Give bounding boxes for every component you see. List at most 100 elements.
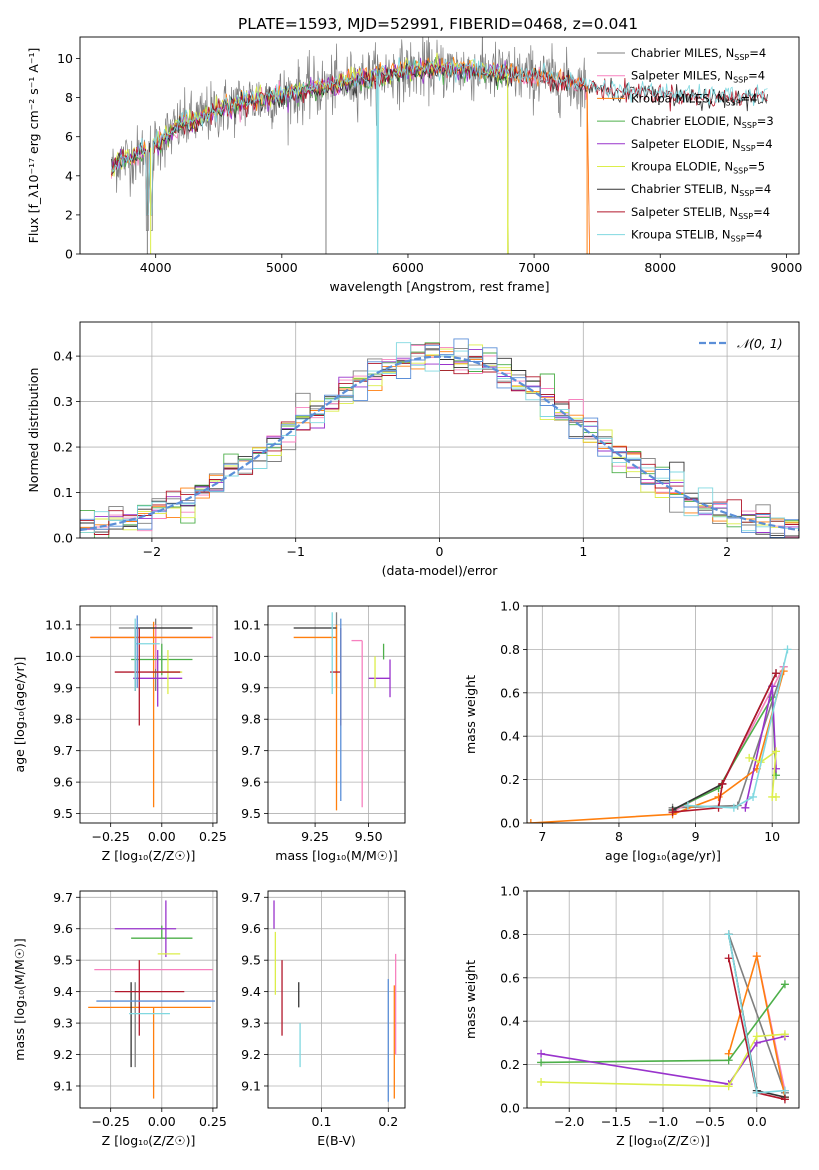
- plot-area: [537, 930, 789, 1104]
- y-tick-label: 9.7: [241, 890, 261, 905]
- legend-entry: Kroupa ELODIE, NSSP=5: [631, 160, 765, 176]
- legend-entry: Kroupa STELIB, NSSP=4: [631, 228, 762, 244]
- y-tick-label: 0.0: [500, 816, 520, 831]
- legend-entry: Chabrier ELODIE, NSSP=3: [631, 114, 774, 130]
- plot-area: [111, 37, 768, 254]
- x-tick-label: −1.0: [648, 1114, 678, 1129]
- y-tick-label: 4: [65, 168, 73, 183]
- panel-weight_vs_Z: −2.0 −1.5 −1.0 −0.5 0.0 0.0 0.2 0.4 0.6 0.8 1.0 Z […: [463, 884, 800, 1148]
- y-tick-label: 10: [57, 51, 73, 66]
- y-tick-label: 9.6: [53, 775, 73, 790]
- weight-line: [687, 649, 789, 809]
- weight-marker: [683, 801, 692, 810]
- weight-marker: [714, 792, 723, 801]
- x-tick-label: 0.0: [747, 1114, 767, 1129]
- axes-frame: [526, 605, 800, 824]
- y-tick-label: 10.0: [45, 649, 73, 664]
- y-axis-label: age [log₁₀(age/yr)]: [12, 657, 27, 773]
- x-axis-label: E(B-V): [317, 1133, 356, 1148]
- legend-entry: 𝒩(0, 1): [737, 336, 783, 351]
- y-tick-label: 0.4: [500, 1014, 520, 1029]
- y-tick-label: 9.2: [53, 1047, 73, 1062]
- y-tick-label: 9.5: [53, 806, 73, 821]
- x-tick-label: 1: [579, 544, 587, 559]
- y-tick-label: 0.6: [500, 685, 520, 700]
- x-tick-label: 7: [538, 829, 546, 844]
- x-tick-label: 2: [723, 544, 731, 559]
- weight-marker: [724, 930, 733, 939]
- weight-line: [727, 934, 786, 1094]
- x-tick-label: 0: [436, 544, 444, 559]
- legend-entry: Kroupa MILES, NSSP=4: [631, 91, 757, 107]
- weight-marker: [724, 954, 733, 963]
- panel-weight_vs_age: 7 8 9 10 0.0 0.2 0.4 0.6 0.8 1.0 age [log₁₀(age/yr…: [463, 599, 800, 863]
- y-tick-label: 9.2: [241, 1047, 261, 1062]
- weight-line: [672, 672, 777, 813]
- axes-frame: [79, 605, 218, 824]
- weight-marker: [724, 1056, 733, 1065]
- y-tick-label: 0.1: [53, 485, 73, 500]
- x-tick-label: −1: [286, 544, 304, 559]
- weight-marker: [780, 1086, 789, 1095]
- plot-area: [273, 900, 397, 1102]
- y-tick-label: 9.1: [241, 1078, 261, 1093]
- x-tick-label: 0.25: [199, 1114, 227, 1129]
- plot-area: [88, 900, 215, 1099]
- y-tick-label: 10.1: [45, 617, 73, 632]
- y-tick-label: 9.3: [53, 1016, 73, 1031]
- y-tick-label: 9.4: [241, 984, 261, 999]
- weight-marker: [752, 1088, 761, 1097]
- y-tick-label: 9.5: [241, 806, 261, 821]
- legend-entry: Chabrier MILES, NSSP=4: [631, 46, 766, 62]
- y-tick-label: 9.6: [241, 921, 261, 936]
- y-tick-label: 8: [65, 90, 73, 105]
- normal-curve: [80, 355, 799, 532]
- x-tick-label: 9.50: [355, 829, 383, 844]
- legend-entry: Salpeter STELIB, NSSP=4: [631, 205, 770, 221]
- y-tick-label: 0.2: [500, 772, 520, 787]
- y-tick-label: 9.9: [241, 680, 261, 695]
- plot-area: [527, 645, 792, 823]
- weight-marker: [537, 1077, 546, 1086]
- axes-frame: [267, 890, 406, 1109]
- y-tick-label: 9.4: [53, 984, 73, 999]
- x-tick-label: 0.25: [199, 829, 227, 844]
- weight-line: [540, 1035, 786, 1085]
- x-tick-label: 9: [692, 829, 700, 844]
- weight-marker: [772, 747, 781, 756]
- plot-area: [293, 612, 391, 811]
- y-axis-label: Normed distribution: [26, 368, 41, 493]
- x-tick-label: 5000: [266, 260, 298, 275]
- x-tick-label: 9.25: [301, 829, 329, 844]
- y-tick-label: 9.8: [53, 712, 73, 727]
- y-tick-label: 9.6: [53, 921, 73, 936]
- weight-marker: [752, 1032, 761, 1041]
- y-tick-label: 0.0: [53, 531, 73, 546]
- y-tick-label: 0: [65, 247, 73, 262]
- weight-marker: [772, 764, 781, 773]
- weight-marker: [780, 1095, 789, 1104]
- weight-marker: [745, 753, 754, 762]
- y-tick-label: 9.7: [53, 890, 73, 905]
- y-tick-label: 0.4: [53, 349, 73, 364]
- weight-marker: [780, 980, 789, 989]
- y-tick-label: 0.2: [53, 440, 73, 455]
- x-tick-label: 0.2: [378, 1114, 398, 1129]
- y-tick-label: 9.5: [241, 953, 261, 968]
- panel-mass_vs_Z: −0.25 0.00 0.25 9.1 9.2 9.3 9.4 9.5 9.6 9.7 Z [log…: [12, 890, 227, 1148]
- weight-marker: [772, 669, 781, 678]
- y-tick-label: 10.1: [233, 617, 261, 632]
- axes-frame: [267, 605, 406, 824]
- weight-marker: [729, 803, 738, 812]
- x-axis-label: Z [log₁₀(Z/Z☉)]: [616, 1133, 710, 1148]
- panel-age_vs_Z: −0.25 0.00 0.25 9.5 9.6 9.7 9.8 9.9 10.0 10.1 Z [l…: [12, 605, 227, 863]
- axes-frame: [79, 36, 800, 255]
- y-tick-label: 10.0: [233, 649, 261, 664]
- y-tick-label: 6: [65, 129, 73, 144]
- x-tick-label: 4000: [140, 260, 172, 275]
- y-tick-label: 9.3: [241, 1016, 261, 1031]
- y-tick-label: 1.0: [500, 599, 520, 614]
- y-tick-label: 1.0: [500, 884, 520, 899]
- histogram-step: [80, 338, 799, 538]
